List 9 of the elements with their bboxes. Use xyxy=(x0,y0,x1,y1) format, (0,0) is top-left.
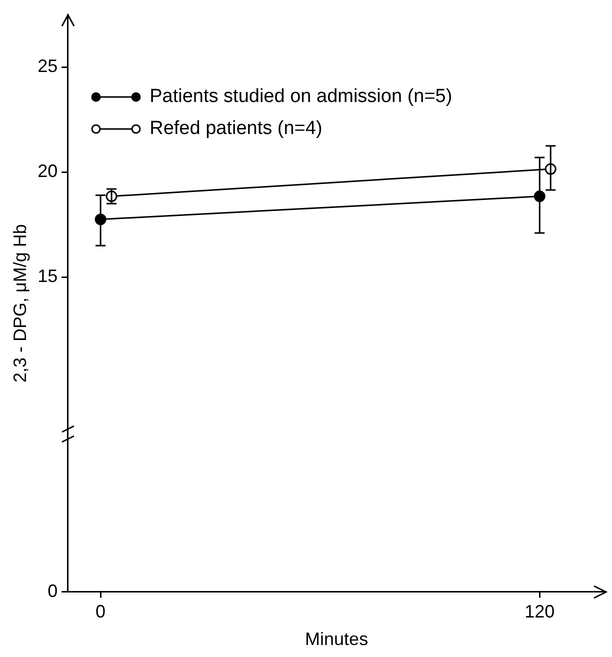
x-tick-label: 120 xyxy=(524,602,555,622)
y-tick-label: 15 xyxy=(38,266,58,286)
y-tick-label: 0 xyxy=(48,580,58,601)
legend-label: Patients studied on admission (n=5) xyxy=(150,84,452,109)
x-axis-title: Minutes xyxy=(305,629,368,650)
legend-label: Refed patients (n=4) xyxy=(150,116,322,141)
y-axis-title: 2,3 - DPG, μM/g Hb xyxy=(10,224,30,383)
y-tick-label: 20 xyxy=(38,161,58,182)
y-tick-label: 25 xyxy=(38,56,58,76)
